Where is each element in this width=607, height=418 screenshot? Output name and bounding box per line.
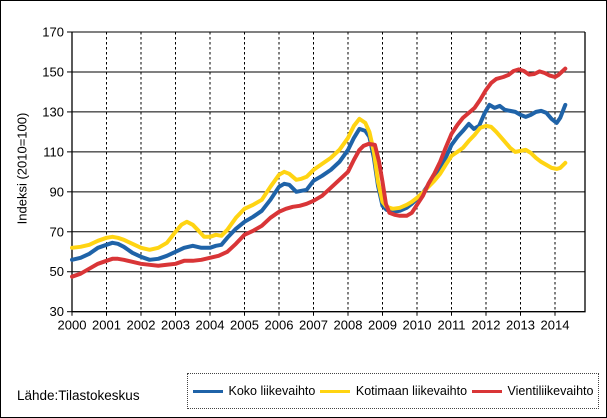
x-tick-label-2006: 2006 <box>265 318 294 333</box>
series-line-0 <box>70 102 568 262</box>
y-axis-title: Indeksi (2010=100) <box>14 112 30 225</box>
legend-item-koko: Koko liikevaihto <box>192 384 316 398</box>
legend-item-vienti: Vientiliikevaihto <box>471 384 594 398</box>
legend-label-koko: Koko liikevaihto <box>228 384 316 398</box>
x-tick-label-2009: 2009 <box>368 318 397 333</box>
y-tick-label-150: 150 <box>42 64 64 79</box>
x-tick-label-2010: 2010 <box>403 318 432 333</box>
x-tick-label-2004: 2004 <box>196 318 225 333</box>
legend-label-vienti: Vientiliikevaihto <box>507 384 594 398</box>
x-tick-label-2001: 2001 <box>92 318 121 333</box>
x-tick-label-2000: 2000 <box>58 318 87 333</box>
y-tick-label-130: 130 <box>42 104 64 119</box>
legend-label-kotimaan: Kotimaan liikevaihto <box>355 384 468 398</box>
y-tick-label-110: 110 <box>43 144 64 159</box>
legend-key-line-red <box>471 389 502 393</box>
legend-key-line-yellow <box>319 389 350 393</box>
y-tick-label-90: 90 <box>50 184 64 199</box>
x-tick-label-2013: 2013 <box>506 318 535 333</box>
legend: Koko liikevaihto Kotimaan liikevaihto Vi… <box>187 373 599 409</box>
legend-key-line-blue <box>192 389 223 393</box>
x-tick-label-2012: 2012 <box>472 318 501 333</box>
source-note: Lähde:Tilastokeskus <box>17 388 140 403</box>
x-tick-label-2011: 2011 <box>438 318 466 333</box>
x-tick-label-2005: 2005 <box>230 318 259 333</box>
y-tick-label-170: 170 <box>42 25 64 40</box>
y-tick-label-30: 30 <box>50 304 64 319</box>
plot-border <box>71 32 586 313</box>
x-tick-label-2003: 2003 <box>161 318 190 333</box>
x-tick-label-2002: 2002 <box>127 318 156 333</box>
x-tick-label-2014: 2014 <box>541 318 570 333</box>
y-tick-label-50: 50 <box>50 264 64 279</box>
x-tick-label-2007: 2007 <box>299 318 328 333</box>
y-tick-label-70: 70 <box>50 224 64 239</box>
x-tick-label-2008: 2008 <box>334 318 363 333</box>
series-line-2 <box>70 66 568 279</box>
legend-item-kotimaan: Kotimaan liikevaihto <box>319 384 468 398</box>
series-line-1 <box>70 116 568 252</box>
